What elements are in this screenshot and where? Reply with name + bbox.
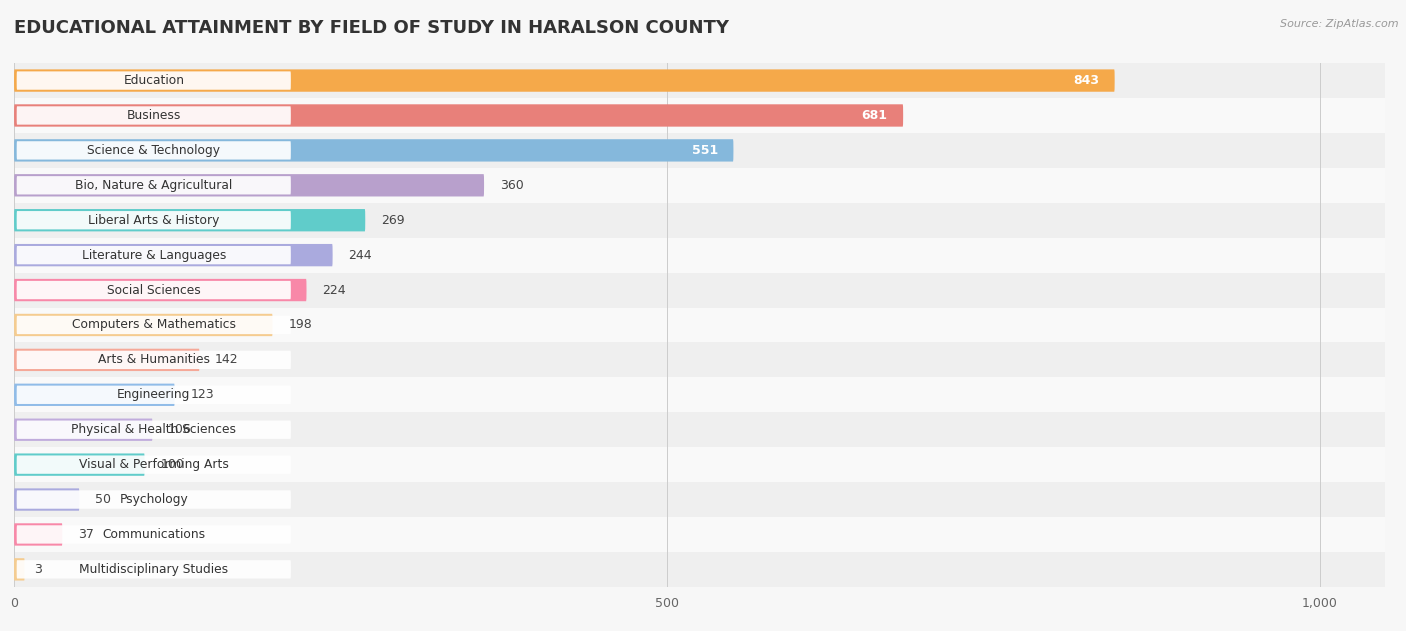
- FancyBboxPatch shape: [17, 456, 291, 474]
- FancyBboxPatch shape: [14, 139, 734, 162]
- Text: 100: 100: [160, 458, 184, 471]
- Bar: [14, 133, 1385, 168]
- FancyBboxPatch shape: [14, 279, 307, 301]
- Bar: [14, 447, 1385, 482]
- Text: Computers & Mathematics: Computers & Mathematics: [72, 319, 236, 331]
- Text: Physical & Health Sciences: Physical & Health Sciences: [72, 423, 236, 436]
- FancyBboxPatch shape: [14, 558, 24, 581]
- FancyBboxPatch shape: [14, 523, 62, 546]
- FancyBboxPatch shape: [17, 211, 291, 230]
- FancyBboxPatch shape: [17, 71, 291, 90]
- Bar: [14, 63, 1385, 98]
- FancyBboxPatch shape: [17, 246, 291, 264]
- Text: Source: ZipAtlas.com: Source: ZipAtlas.com: [1281, 19, 1399, 29]
- FancyBboxPatch shape: [14, 69, 1115, 91]
- Text: 106: 106: [169, 423, 191, 436]
- Text: Education: Education: [124, 74, 184, 87]
- FancyBboxPatch shape: [17, 281, 291, 299]
- FancyBboxPatch shape: [14, 454, 145, 476]
- Bar: [14, 552, 1385, 587]
- Text: 123: 123: [190, 388, 214, 401]
- Text: EDUCATIONAL ATTAINMENT BY FIELD OF STUDY IN HARALSON COUNTY: EDUCATIONAL ATTAINMENT BY FIELD OF STUDY…: [14, 19, 730, 37]
- Text: 3: 3: [34, 563, 42, 576]
- Text: Arts & Humanities: Arts & Humanities: [98, 353, 209, 367]
- FancyBboxPatch shape: [17, 386, 291, 404]
- FancyBboxPatch shape: [14, 174, 484, 196]
- Bar: [14, 273, 1385, 307]
- Text: 198: 198: [288, 319, 312, 331]
- Text: Science & Technology: Science & Technology: [87, 144, 221, 157]
- Text: 551: 551: [692, 144, 717, 157]
- FancyBboxPatch shape: [14, 104, 903, 127]
- FancyBboxPatch shape: [17, 420, 291, 439]
- Bar: [14, 377, 1385, 412]
- FancyBboxPatch shape: [17, 106, 291, 125]
- FancyBboxPatch shape: [17, 560, 291, 579]
- FancyBboxPatch shape: [14, 209, 366, 232]
- Bar: [14, 168, 1385, 203]
- Bar: [14, 343, 1385, 377]
- Text: Psychology: Psychology: [120, 493, 188, 506]
- FancyBboxPatch shape: [17, 351, 291, 369]
- FancyBboxPatch shape: [14, 314, 273, 336]
- Text: 681: 681: [862, 109, 887, 122]
- Text: 269: 269: [381, 214, 405, 227]
- Text: 37: 37: [79, 528, 94, 541]
- Bar: [14, 203, 1385, 238]
- FancyBboxPatch shape: [17, 176, 291, 194]
- Bar: [14, 412, 1385, 447]
- Text: Liberal Arts & History: Liberal Arts & History: [89, 214, 219, 227]
- Text: Literature & Languages: Literature & Languages: [82, 249, 226, 262]
- Text: Social Sciences: Social Sciences: [107, 283, 201, 297]
- Bar: [14, 238, 1385, 273]
- FancyBboxPatch shape: [14, 488, 79, 510]
- FancyBboxPatch shape: [17, 490, 291, 509]
- FancyBboxPatch shape: [14, 384, 174, 406]
- FancyBboxPatch shape: [14, 244, 333, 266]
- Bar: [14, 482, 1385, 517]
- Text: Communications: Communications: [103, 528, 205, 541]
- Text: Multidisciplinary Studies: Multidisciplinary Studies: [79, 563, 228, 576]
- FancyBboxPatch shape: [14, 349, 200, 371]
- Bar: [14, 98, 1385, 133]
- Bar: [14, 307, 1385, 343]
- FancyBboxPatch shape: [17, 525, 291, 544]
- Text: Visual & Performing Arts: Visual & Performing Arts: [79, 458, 229, 471]
- Text: 360: 360: [499, 179, 523, 192]
- Text: 142: 142: [215, 353, 239, 367]
- Text: Business: Business: [127, 109, 181, 122]
- Text: 843: 843: [1073, 74, 1099, 87]
- FancyBboxPatch shape: [17, 316, 291, 334]
- Text: 224: 224: [322, 283, 346, 297]
- FancyBboxPatch shape: [14, 418, 152, 441]
- FancyBboxPatch shape: [17, 141, 291, 160]
- Bar: [14, 517, 1385, 552]
- Text: Bio, Nature & Agricultural: Bio, Nature & Agricultural: [75, 179, 232, 192]
- Text: 50: 50: [96, 493, 111, 506]
- Text: Engineering: Engineering: [117, 388, 190, 401]
- Text: 244: 244: [349, 249, 373, 262]
